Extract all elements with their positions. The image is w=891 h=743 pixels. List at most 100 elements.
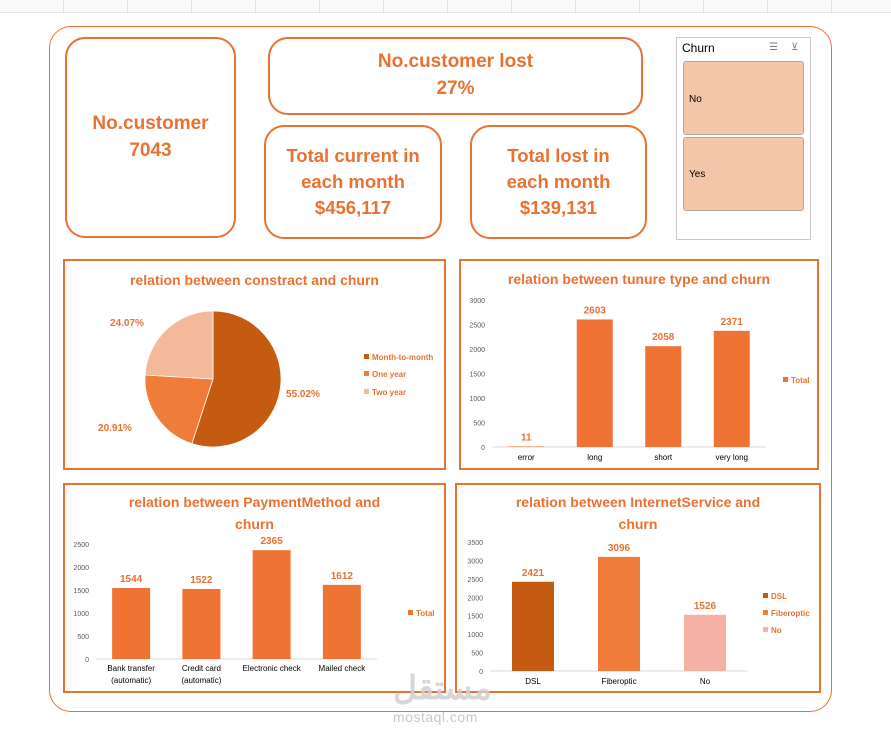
legend-label: Two year	[372, 388, 406, 397]
bar-data-label: 1544	[120, 574, 143, 585]
multi-select-icon[interactable]: ☰	[769, 42, 778, 53]
y-tick-label: 2500	[73, 542, 89, 549]
bar-chart: 0 500 1000 1500 2000 2500 3000 3500 2421 DSL 3096 F…	[467, 540, 810, 686]
bar-data-label: 1612	[331, 571, 354, 582]
kpi-label-line2: each month	[301, 171, 405, 193]
bar-data-label: 2603	[584, 305, 607, 316]
legend-swatch	[364, 371, 369, 376]
chart-title: relation between constract and churn	[130, 272, 379, 288]
x-tick-label: short	[654, 453, 673, 462]
y-tick-label: 1000	[469, 396, 485, 403]
bar	[713, 330, 750, 447]
x-tick-label: Credit card	[182, 664, 221, 673]
bar-data-label: 2371	[721, 317, 744, 328]
y-tick-label: 2500	[467, 577, 483, 584]
y-tick-label: 500	[473, 421, 485, 428]
pie-slice	[144, 310, 214, 380]
y-tick-label: 0	[481, 445, 485, 452]
x-tick-label: very long	[716, 453, 748, 462]
kpi-total-customers: No.customer 7043	[65, 37, 236, 238]
spreadsheet-grid-strip	[0, 0, 891, 13]
kpi-value: 7043	[129, 139, 172, 161]
churn-slicer: Churn ☰ ⊻ No Yes	[676, 37, 811, 240]
legend-swatch	[783, 377, 788, 382]
pie-chart: 55.02% 20.91% 24.07% Month-to-month One year…	[98, 310, 433, 448]
bar	[598, 556, 640, 671]
legend-swatch	[763, 610, 768, 615]
x-tick-label: DSL	[525, 677, 541, 686]
chart-title-line1: relation between PaymentMethod and	[128, 494, 381, 510]
y-tick-label: 500	[77, 634, 89, 641]
legend-label: One year	[372, 370, 406, 379]
bar	[252, 550, 291, 659]
bar-chart: 0 500 1000 1500 2000 2500 3000 11 error 2603 long 2…	[469, 298, 810, 462]
legend-swatch	[763, 593, 768, 598]
bar-data-label: 3096	[608, 543, 631, 554]
y-tick-label: 3000	[467, 558, 483, 565]
y-tick-label: 1500	[469, 372, 485, 379]
chart-title-line2: churn	[618, 516, 658, 532]
bar	[576, 319, 613, 447]
kpi-customers-lost: No.customer lost 27%	[268, 37, 643, 115]
x-tick-label: Fiberoptic	[601, 677, 636, 686]
watermark-logo: مستقل	[393, 669, 492, 706]
slicer-item-yes[interactable]: Yes	[683, 137, 804, 211]
clear-filter-icon[interactable]: ⊻	[791, 42, 799, 53]
chart-title-line1: relation between InternetService and	[515, 494, 761, 510]
x-tick-label: Bank transfer	[107, 664, 155, 673]
y-tick-label: 1000	[467, 632, 483, 639]
y-tick-label: 500	[471, 651, 483, 658]
kpi-label-line1: Total lost in	[507, 145, 610, 167]
bar	[512, 581, 554, 671]
y-tick-label: 0	[479, 669, 483, 676]
bar-data-label: 1522	[190, 575, 213, 586]
legend-swatch	[364, 354, 369, 359]
bar	[112, 587, 151, 659]
kpi-value: $456,117	[314, 196, 392, 218]
x-tick-label: (automatic)	[181, 676, 221, 685]
bar	[322, 584, 361, 659]
pie-data-label: 20.91%	[98, 423, 132, 434]
pie-slice	[144, 374, 214, 445]
y-tick-label: 1500	[73, 588, 89, 595]
legend-swatch	[763, 627, 768, 632]
slicer-item-no[interactable]: No	[683, 61, 804, 135]
kpi-total-lost-month: Total lost in each month $139,131	[470, 125, 647, 239]
dashboard-frame	[49, 26, 832, 712]
bar	[684, 614, 726, 671]
bar-data-label: 2421	[522, 568, 545, 579]
y-tick-label: 1000	[73, 611, 89, 618]
pie-data-label: 24.07%	[110, 318, 144, 329]
x-tick-label: error	[518, 453, 535, 462]
bar-data-label: 2365	[261, 536, 284, 547]
chart-payment-churn: relation between PaymentMethod and churn…	[63, 483, 446, 693]
legend-swatch	[364, 389, 369, 394]
x-tick-label: Electronic check	[243, 664, 302, 673]
bar-chart: 0 500 1000 1500 2000 2500 1544 Bank transfer (au…	[73, 536, 435, 685]
y-tick-label: 0	[85, 657, 89, 664]
bar-data-label: 11	[521, 432, 532, 443]
watermark-url: mostaql.com	[393, 709, 478, 725]
legend-label: No	[771, 626, 782, 635]
y-tick-label: 2000	[73, 565, 89, 572]
legend-label: Total	[416, 609, 435, 618]
kpi-label-line2: each month	[506, 171, 611, 193]
bar-data-label: 1526	[694, 601, 717, 612]
x-tick-label: (automatic)	[111, 676, 151, 685]
pie-data-label: 55.02%	[286, 389, 320, 400]
y-tick-label: 1500	[467, 614, 483, 621]
legend-swatch	[408, 610, 413, 615]
kpi-label: No.customer	[92, 112, 209, 134]
x-tick-label: long	[587, 453, 602, 462]
legend-label: Month-to-month	[372, 353, 433, 362]
y-tick-label: 3000	[469, 298, 485, 305]
chart-tenure-churn: relation between tunure type and churn 0…	[459, 259, 819, 470]
chart-contract-churn: relation between constract and churn 55.…	[63, 259, 446, 470]
pie-slice	[191, 310, 282, 448]
bar-data-label: 2058	[652, 332, 675, 343]
bar	[182, 588, 221, 659]
y-tick-label: 2000	[469, 347, 485, 354]
legend-label: Total	[791, 376, 810, 385]
slicer-title: Churn	[682, 41, 715, 55]
y-tick-label: 2500	[469, 323, 485, 330]
